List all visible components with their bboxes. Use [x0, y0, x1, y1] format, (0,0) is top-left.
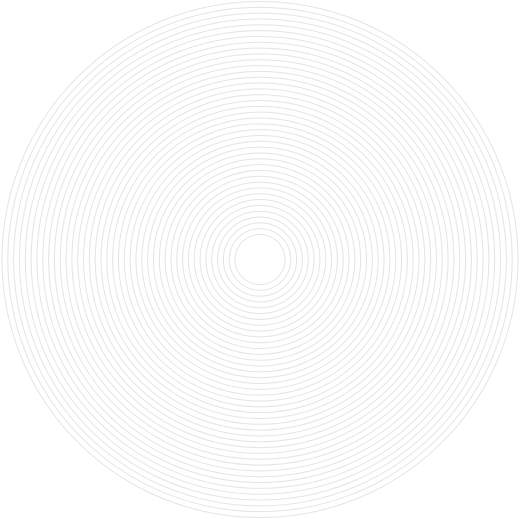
ring: [141, 140, 379, 379]
ring: [13, 12, 507, 507]
ring: [112, 111, 408, 408]
ring: [228, 228, 292, 291]
ring: [176, 175, 344, 344]
ring: [205, 204, 315, 315]
ring: [182, 181, 338, 338]
ring: [88, 88, 432, 431]
ring: [7, 6, 513, 513]
ring: [158, 158, 362, 361]
ring: [199, 199, 321, 320]
ring: [147, 146, 373, 373]
ring: [100, 100, 420, 419]
ring: [187, 187, 333, 332]
ring: [59, 59, 461, 460]
ring: [152, 152, 368, 367]
ring: [65, 65, 455, 454]
ring: [164, 164, 356, 355]
ring: [211, 210, 309, 309]
ring: [170, 169, 350, 350]
ring: [234, 234, 286, 285]
ring: [135, 134, 385, 385]
ring: [71, 70, 449, 449]
ring: [94, 94, 426, 425]
ring: [129, 129, 391, 390]
ring: [77, 76, 443, 443]
ring: [53, 53, 467, 466]
ring: [18, 18, 502, 501]
ring: [222, 222, 298, 297]
ring: [36, 35, 484, 484]
ring: [42, 41, 478, 478]
ring: [106, 105, 414, 414]
ring: [123, 123, 397, 396]
ring: [118, 117, 402, 402]
ring: [48, 47, 472, 472]
ring: [30, 30, 490, 489]
ring: [83, 82, 437, 437]
ring: [193, 193, 327, 326]
ring: [24, 24, 496, 495]
ring: [217, 216, 303, 303]
